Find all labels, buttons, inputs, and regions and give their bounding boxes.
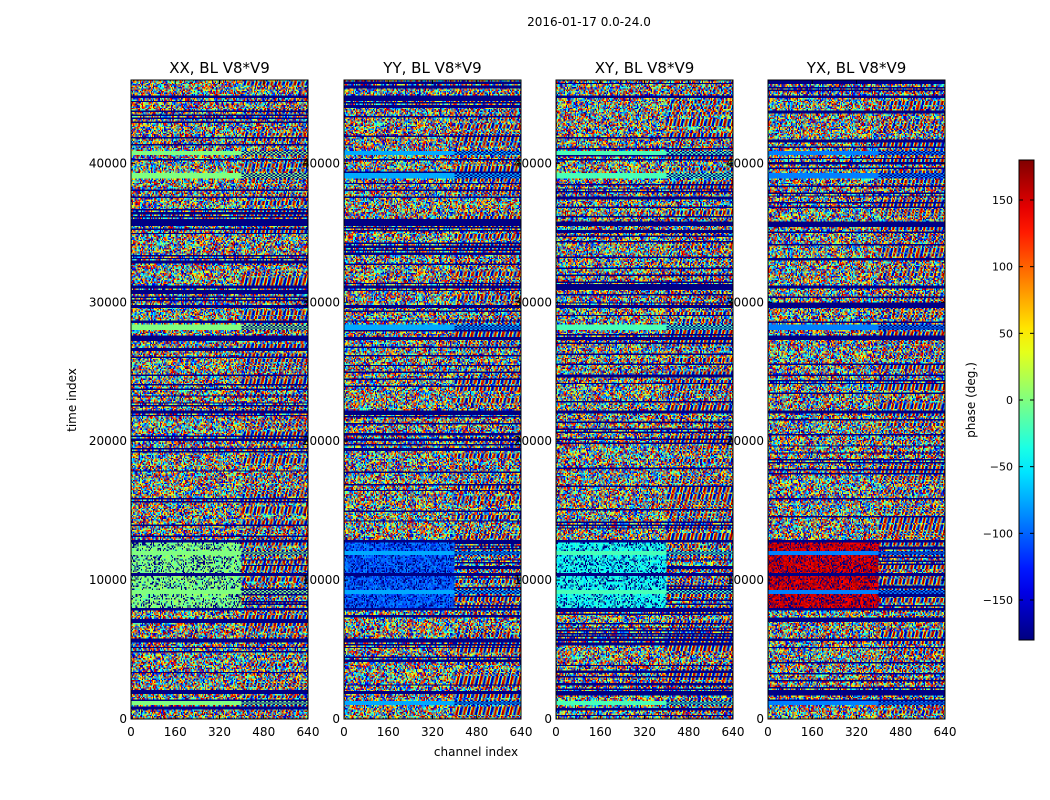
colorbar: 150 100 50 0 −50 −100 −150	[983, 159, 1035, 641]
x-tick-label: 480	[889, 725, 912, 739]
x-tick-label: 0	[764, 725, 772, 739]
x-tick-label: 160	[164, 725, 187, 739]
heatmap-image	[131, 80, 308, 719]
panel-3: XY, BL V8*V9 0 160 320 480 640 0 10000 20000 3000…	[514, 59, 745, 739]
colorbar-tick-label: 50	[999, 327, 1013, 340]
panel-title: XX, BL V8*V9	[169, 59, 270, 77]
panel-4: YX, BL V8*V9 0 160 320 480 640 0 10000 20000 3000…	[726, 59, 957, 739]
x-tick-label: 320	[845, 725, 868, 739]
y-tick-label: 30000	[514, 295, 552, 309]
x-tick-label: 640	[297, 725, 320, 739]
y-tick-label: 40000	[302, 156, 340, 170]
colorbar-label: phase (deg.)	[964, 362, 978, 438]
y-tick-label: 40000	[514, 156, 552, 170]
y-tick-label: 10000	[302, 573, 340, 587]
x-tick-label: 640	[934, 725, 957, 739]
x-tick-label: 480	[252, 725, 275, 739]
panel-1: XX, BL V8*V9 0 160 320 480 640 0 10000 20000 3000…	[89, 59, 320, 739]
x-tick-label: 0	[552, 725, 560, 739]
figure-suptitle: 2016-01-17 0.0-24.0	[527, 15, 651, 29]
y-tick-label: 0	[756, 712, 764, 726]
colorbar-tick-label: 100	[992, 261, 1013, 274]
x-axis-label: channel index	[434, 745, 518, 759]
colorbar-tick-label: 0	[1006, 394, 1013, 407]
x-tick-label: 640	[510, 725, 533, 739]
panel-2: YY, BL V8*V9 0 160 320 480 640 0 10000 20000 3000…	[302, 59, 533, 739]
y-tick-label: 20000	[89, 434, 127, 448]
x-tick-label: 320	[208, 725, 231, 739]
panel-title: YY, BL V8*V9	[382, 59, 481, 77]
y-tick-label: 40000	[89, 156, 127, 170]
y-tick-label: 30000	[726, 295, 764, 309]
panels-group: XX, BL V8*V9 0 160 320 480 640 0 10000 20000 3000…	[89, 59, 957, 739]
panel-title: YX, BL V8*V9	[806, 59, 907, 77]
y-tick-label: 40000	[726, 156, 764, 170]
y-tick-label: 20000	[726, 434, 764, 448]
colorbar-tick-label: −100	[983, 527, 1013, 540]
y-tick-label: 30000	[89, 295, 127, 309]
y-tick-label: 30000	[302, 295, 340, 309]
y-tick-label: 0	[332, 712, 340, 726]
y-tick-label: 10000	[89, 573, 127, 587]
x-tick-label: 0	[340, 725, 348, 739]
y-tick-label: 0	[544, 712, 552, 726]
heatmap-image	[768, 80, 945, 719]
heatmap-image	[344, 80, 521, 719]
x-tick-label: 320	[633, 725, 656, 739]
panel-title: XY, BL V8*V9	[595, 59, 695, 77]
x-tick-label: 160	[377, 725, 400, 739]
x-tick-label: 640	[722, 725, 745, 739]
y-tick-label: 20000	[302, 434, 340, 448]
y-tick-label: 20000	[514, 434, 552, 448]
x-tick-label: 480	[677, 725, 700, 739]
colorbar-tick-label: 150	[992, 194, 1013, 207]
x-tick-label: 160	[589, 725, 612, 739]
y-tick-label: 0	[119, 712, 127, 726]
x-tick-label: 320	[421, 725, 444, 739]
y-axis-label: time index	[65, 368, 79, 432]
colorbar-tick-label: −50	[990, 461, 1013, 474]
heatmap-image	[556, 80, 733, 719]
x-tick-label: 0	[127, 725, 135, 739]
y-tick-label: 10000	[726, 573, 764, 587]
y-tick-label: 10000	[514, 573, 552, 587]
x-tick-label: 160	[801, 725, 824, 739]
colorbar-tick-label: −150	[983, 594, 1013, 607]
x-tick-label: 480	[465, 725, 488, 739]
